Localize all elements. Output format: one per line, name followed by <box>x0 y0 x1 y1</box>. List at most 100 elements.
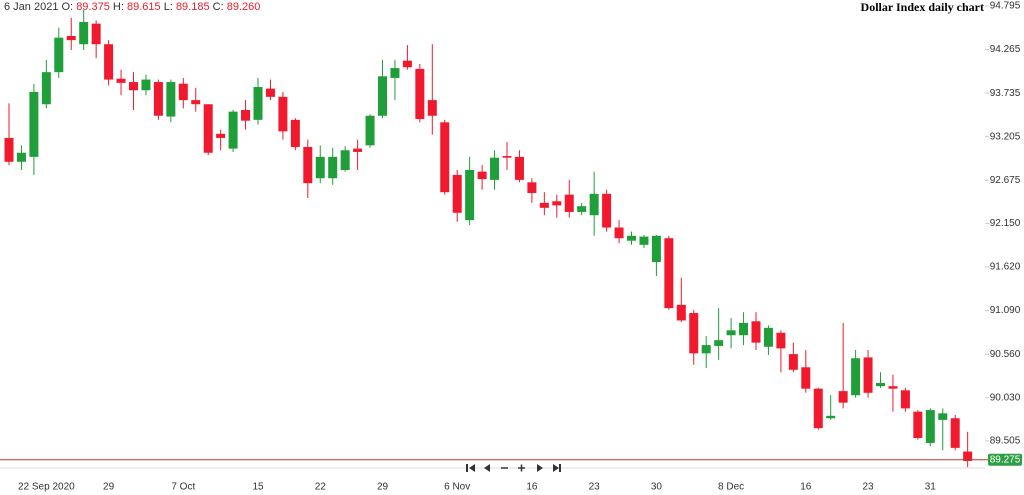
y-tick-label: 89.505 <box>990 436 1021 447</box>
header-date: 6 Jan 2021 <box>4 1 59 13</box>
candle-body <box>191 100 201 105</box>
candle-body <box>564 194 574 212</box>
candle <box>465 156 475 226</box>
nav-first[interactable] <box>466 464 475 472</box>
candle <box>191 87 201 112</box>
candle <box>378 59 387 119</box>
candle-body <box>639 236 649 245</box>
y-tick-label: 93.735 <box>990 88 1021 99</box>
candle <box>328 147 338 185</box>
candle-body <box>303 146 313 184</box>
candle <box>216 129 226 151</box>
candle-body <box>378 76 387 116</box>
x-tick-label: 16 <box>526 482 538 493</box>
candle-body <box>104 44 114 80</box>
candle-body <box>353 148 363 152</box>
candle <box>639 234 649 249</box>
header-label: H: <box>112 1 124 13</box>
candle <box>888 374 898 412</box>
x-tick-label: 16 <box>800 482 812 493</box>
candle <box>801 350 811 393</box>
y-tick-label: 93.205 <box>990 131 1021 142</box>
candle-body <box>739 322 749 336</box>
nav-last[interactable] <box>553 464 561 472</box>
candle <box>228 109 238 152</box>
candle <box>477 165 487 190</box>
x-tick-label: 7 Oct <box>171 482 195 493</box>
candle <box>290 118 300 151</box>
candle-body <box>751 321 761 343</box>
candle-body <box>876 382 885 387</box>
candle <box>938 408 948 451</box>
candle <box>66 17 76 50</box>
candle <box>166 79 176 123</box>
candle-body <box>577 206 587 212</box>
candle-body <box>265 88 275 97</box>
candle <box>788 342 798 373</box>
y-tick-label: 90.560 <box>990 349 1021 360</box>
nav-controls <box>466 464 561 472</box>
candle <box>739 312 749 346</box>
candle-body <box>913 411 923 438</box>
nav-zoom-in[interactable] <box>518 464 525 472</box>
candle <box>651 234 661 277</box>
candle <box>104 40 114 86</box>
candle-body <box>714 340 724 346</box>
candle-body <box>838 391 848 403</box>
candle <box>564 179 574 218</box>
candle <box>502 142 512 171</box>
candle <box>726 317 736 349</box>
candle-body <box>788 354 798 370</box>
candle <box>950 414 960 451</box>
candle-body <box>290 119 300 147</box>
candle-body <box>91 23 101 45</box>
candle-body <box>54 37 64 73</box>
candle-body <box>328 156 338 179</box>
candle <box>340 146 350 172</box>
candle-body <box>826 415 836 419</box>
candle <box>876 372 885 388</box>
candle <box>141 74 151 96</box>
x-tick-label: 22 <box>315 482 327 493</box>
x-tick-label: 8 Dec <box>718 482 744 493</box>
chart-title: Dollar Index daily chart <box>861 0 984 14</box>
candle <box>253 77 263 125</box>
y-tick-label: 91.090 <box>990 305 1021 316</box>
candle-body <box>938 413 948 420</box>
candle <box>627 231 636 245</box>
candle <box>925 408 935 447</box>
candle <box>427 44 437 135</box>
candle <box>552 194 562 218</box>
candle-body <box>477 171 487 180</box>
candle <box>539 192 549 216</box>
candle <box>614 220 624 244</box>
candle-body <box>552 201 562 206</box>
x-tick-label: 31 <box>925 482 937 493</box>
nav-prev[interactable] <box>484 464 490 472</box>
candle <box>763 325 773 355</box>
candle <box>353 139 363 171</box>
candle <box>714 308 724 360</box>
header-value: 89.375 <box>76 1 110 13</box>
nav-next[interactable] <box>537 464 543 472</box>
candle-body <box>315 156 325 179</box>
candle-body <box>41 72 51 105</box>
candle-body <box>427 100 437 116</box>
candle-body <box>465 170 475 221</box>
candle <box>527 178 537 203</box>
x-tick-label: 22 Sep 2020 <box>18 482 75 493</box>
candle <box>79 9 89 50</box>
candle <box>838 322 848 409</box>
candle <box>390 59 400 101</box>
ohlc-header: 6 Jan 2021 O: 89.375 H: 89.615 L: 89.185… <box>4 1 260 13</box>
candle-body <box>801 367 811 389</box>
candle <box>91 20 101 59</box>
candle-body <box>452 174 462 213</box>
candle-body <box>166 82 176 117</box>
candle-body <box>16 152 26 162</box>
candle <box>402 45 412 70</box>
candle-body <box>502 156 512 158</box>
candle-body <box>4 137 14 162</box>
candle <box>851 350 861 398</box>
